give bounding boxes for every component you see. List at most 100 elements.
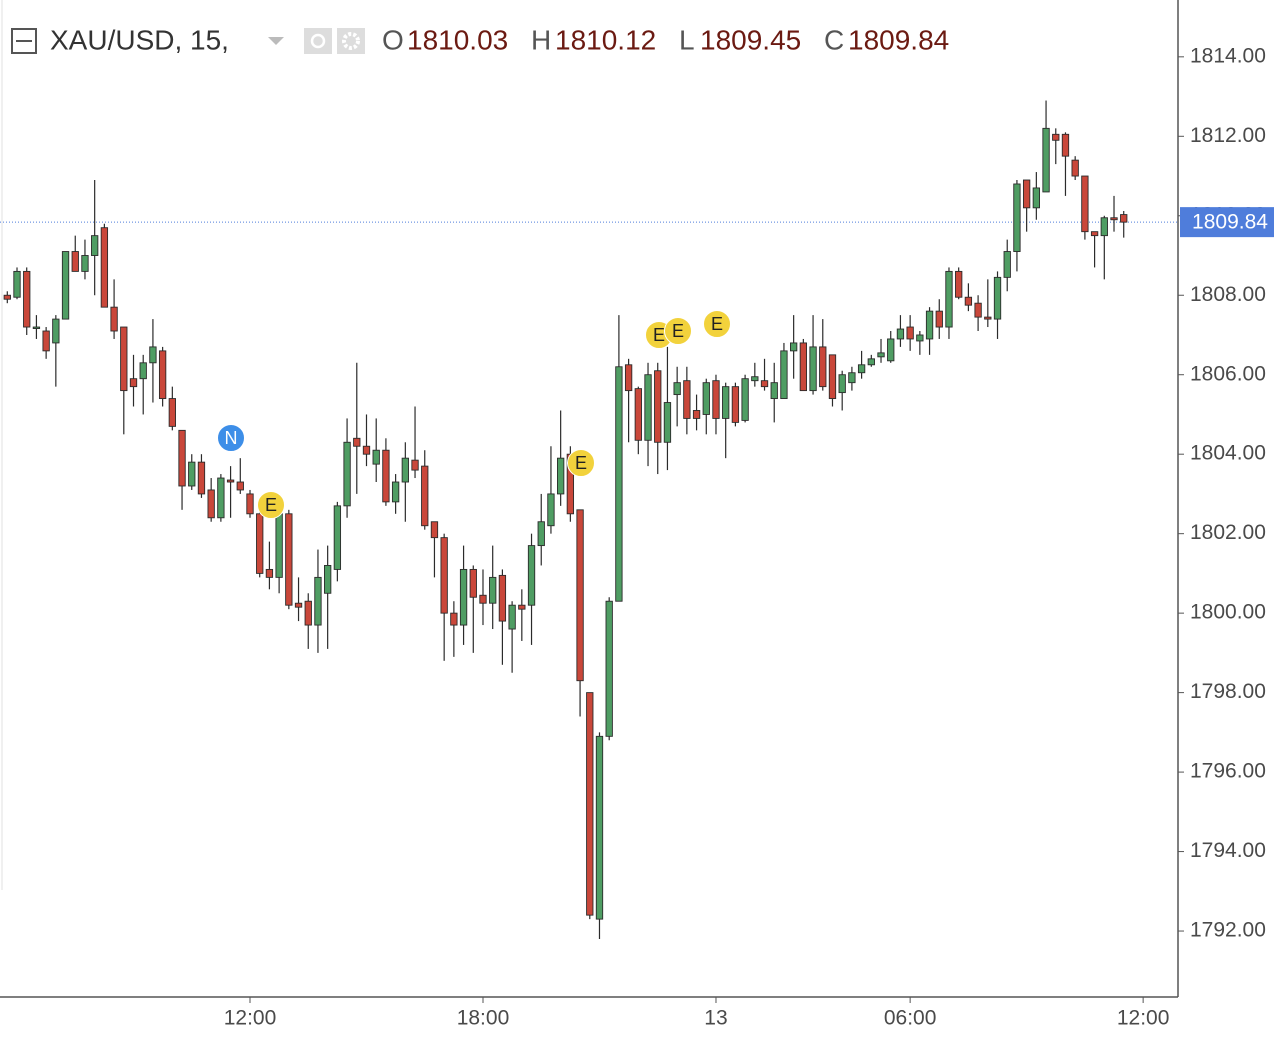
dropdown-caret[interactable] xyxy=(268,37,284,45)
candle-body xyxy=(333,505,342,570)
high-value: 1810.12 xyxy=(555,24,656,55)
candle-body xyxy=(605,600,613,737)
candle-body xyxy=(217,477,225,519)
close-label: C xyxy=(824,24,844,55)
candle-body xyxy=(13,270,21,298)
y-tick-label: 1814.00 xyxy=(1190,44,1266,67)
candle-body xyxy=(809,346,817,392)
gear-icon[interactable] xyxy=(337,28,365,54)
candle-body xyxy=(256,513,264,574)
x-tick-label: 12:00 xyxy=(224,1007,277,1030)
eye-icon[interactable] xyxy=(304,28,332,54)
open-label: O xyxy=(382,24,404,55)
candle-body xyxy=(867,358,875,366)
low-label: L xyxy=(679,24,695,55)
candle-body xyxy=(479,594,487,604)
candle-body xyxy=(1032,187,1040,209)
candle-body xyxy=(1052,133,1060,141)
candle-body xyxy=(430,521,439,539)
candle-body xyxy=(896,328,905,340)
candle-body xyxy=(595,735,604,920)
candle-body xyxy=(246,493,254,515)
candle-body xyxy=(760,380,769,388)
candle-body xyxy=(838,374,846,394)
candle-body xyxy=(1003,251,1011,278)
candle-body xyxy=(518,604,526,610)
candle-body xyxy=(1110,217,1118,221)
candle-body xyxy=(207,489,215,519)
collapse-icon[interactable] xyxy=(11,28,37,54)
candle-body xyxy=(964,296,973,306)
candle-body xyxy=(984,316,992,320)
candle-body xyxy=(624,364,633,392)
candle-body xyxy=(789,342,798,352)
event-marker xyxy=(703,310,731,338)
event-marker xyxy=(567,449,595,477)
close-value: 1809.84 xyxy=(848,24,949,55)
candle-body xyxy=(848,372,856,384)
event-label: E xyxy=(711,314,723,334)
candle-body xyxy=(1081,175,1089,233)
candle-body xyxy=(110,306,118,332)
candle-body xyxy=(469,568,477,598)
candle-body xyxy=(42,330,50,352)
candle-body xyxy=(819,346,827,388)
candle-body xyxy=(197,461,206,495)
candle-body xyxy=(343,441,351,507)
candle-body xyxy=(731,386,740,423)
candle-body xyxy=(498,574,507,622)
event-marker xyxy=(664,317,692,345)
event-label: E xyxy=(672,321,684,341)
candle-body xyxy=(265,568,274,578)
x-tick-label: 12:00 xyxy=(1117,1007,1170,1030)
y-tick-label: 1802.00 xyxy=(1190,521,1266,544)
candle-body xyxy=(285,513,293,606)
x-tick-label: 13 xyxy=(704,1007,727,1030)
y-tick-label: 1798.00 xyxy=(1190,680,1266,703)
candle-body xyxy=(178,429,186,487)
candle-body xyxy=(421,465,429,527)
candle-body xyxy=(168,398,176,427)
candle-body xyxy=(411,459,419,471)
event-label: E xyxy=(575,453,587,473)
candle-body xyxy=(372,449,380,465)
candle-body xyxy=(1022,179,1031,209)
candle-body xyxy=(615,366,623,602)
candle-body xyxy=(877,352,885,358)
candle-body xyxy=(450,612,458,626)
candle-body xyxy=(537,521,545,547)
event-label: N xyxy=(225,428,238,448)
candle-body xyxy=(226,479,235,483)
candle-body xyxy=(586,692,594,916)
candle-body xyxy=(52,318,60,344)
candle-body xyxy=(275,513,283,578)
candle-body xyxy=(799,342,808,392)
candle-body xyxy=(527,545,536,606)
event-marker xyxy=(217,424,245,452)
candle-body xyxy=(576,509,584,682)
candle-body xyxy=(644,374,652,441)
candle-body xyxy=(236,481,244,491)
y-tick-label: 1806.00 xyxy=(1190,362,1266,385)
y-tick-label: 1812.00 xyxy=(1190,124,1266,147)
candle-body xyxy=(1042,127,1050,193)
event-marker xyxy=(257,491,285,519)
candle-body xyxy=(547,493,555,527)
candle-body xyxy=(770,382,778,400)
candle-body xyxy=(955,270,963,298)
x-tick-label: 06:00 xyxy=(884,1007,937,1030)
candle-body xyxy=(391,481,400,503)
candle-body xyxy=(382,449,390,503)
event-label: E xyxy=(265,495,277,515)
candle-body xyxy=(489,576,497,604)
candle-body xyxy=(353,437,361,447)
last-price-label: 1809.84 xyxy=(1192,211,1268,234)
candle-body xyxy=(81,255,89,272)
candle-body xyxy=(149,346,157,364)
symbol: XAU/USD, 15, xyxy=(50,24,229,55)
candle-body xyxy=(508,604,516,630)
candle-body xyxy=(916,334,924,342)
y-tick-label: 1794.00 xyxy=(1190,839,1266,862)
